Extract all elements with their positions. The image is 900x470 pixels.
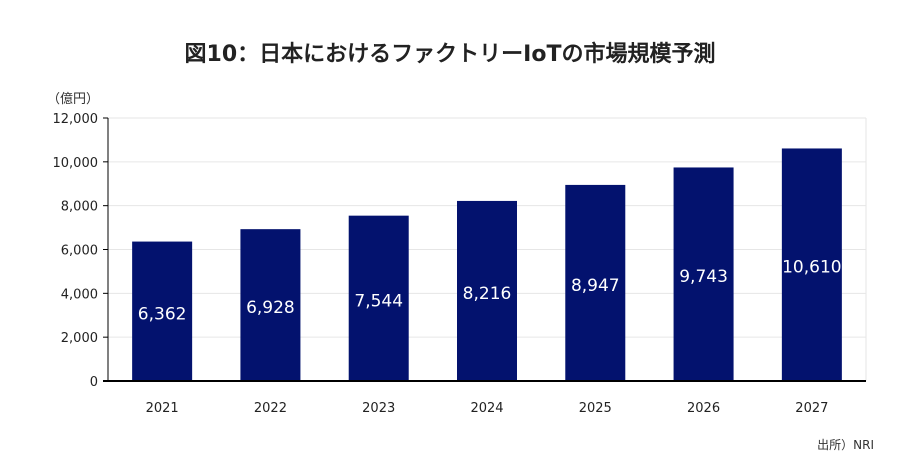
bar-2025 [565,184,626,381]
x-tick-label-2022: 2022 [254,401,287,416]
bar-2021 [132,241,193,381]
y-tick-label: 10,000 [53,156,99,171]
bar-2024 [457,200,517,381]
bar-2027 [781,148,842,381]
y-tick-label: 6,000 [61,244,98,259]
bar-2026 [673,167,734,381]
x-tick-label-2027: 2027 [795,401,828,416]
y-tick-label: 12,000 [53,112,99,127]
data-label-2027: 10,610 [782,258,841,278]
bar-2023 [348,215,409,381]
y-axis-unit-label: （億円） [47,92,100,107]
data-label-2025: 8,947 [571,276,620,296]
x-tick-label-2021: 2021 [146,401,179,416]
x-tick-label-2023: 2023 [362,401,395,416]
y-tick-label: 8,000 [61,200,98,215]
source-note: 出所）NRI [817,438,874,452]
data-label-2021: 6,362 [138,304,187,324]
data-label-2024: 8,216 [463,284,512,304]
data-label-2022: 6,928 [246,298,295,318]
bar-2022 [240,229,301,381]
data-label-2026: 9,743 [679,267,728,287]
x-tick-label-2025: 2025 [579,401,612,416]
y-tick-label: 4,000 [61,287,98,302]
data-label-2023: 7,544 [354,291,403,311]
y-tick-label: 2,000 [61,331,98,346]
x-tick-label-2026: 2026 [687,401,720,416]
x-tick-label-2024: 2024 [470,401,503,416]
chart-title: 図10：日本におけるファクトリーIoTの市場規模予測 [184,42,716,67]
y-tick-label: 0 [90,375,98,390]
